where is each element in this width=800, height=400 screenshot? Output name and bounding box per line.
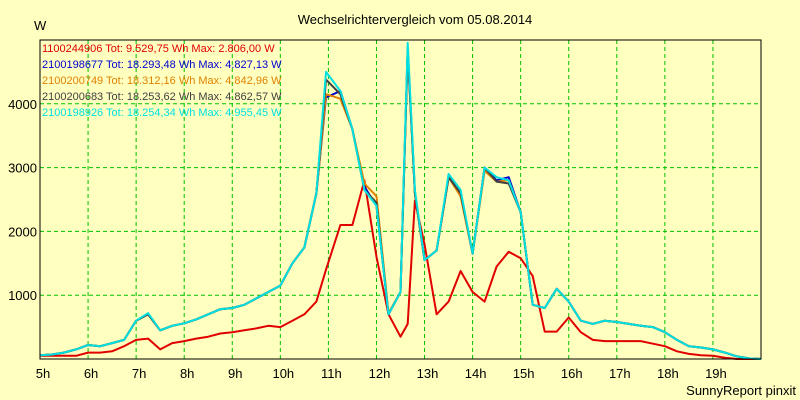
y-tick-label: 2000 — [8, 224, 37, 239]
x-tick-label: 14h — [465, 366, 487, 381]
y-tick-labels: 1000 2000 3000 4000 — [8, 97, 37, 303]
x-tick-label: 15h — [513, 366, 535, 381]
x-tick-label: 19h — [705, 366, 727, 381]
x-tick-label: 18h — [657, 366, 679, 381]
grid — [39, 40, 761, 359]
x-tick-label: 13h — [417, 366, 439, 381]
legend-entry: 1100244906 Tot: 9.529,75 Wh Max: 2.806,0… — [42, 43, 275, 55]
legend: 1100244906 Tot: 9.529,75 Wh Max: 2.806,0… — [42, 43, 282, 119]
x-tick-label: 7h — [132, 366, 146, 381]
y-tick-label: 4000 — [8, 97, 37, 112]
plot-frame — [39, 39, 762, 360]
legend-entry: 2100200683 Tot: 18.253,62 Wh Max: 4.862,… — [42, 91, 282, 103]
legend-entry: 2100198926 Tot: 18.254,34 Wh Max: 4.955,… — [42, 107, 282, 119]
series-lines — [39, 41, 762, 360]
footer-credit: SunnyReport pinxit — [686, 383, 796, 398]
x-tick-label: 10h — [272, 366, 294, 381]
x-tick-label: 8h — [180, 366, 194, 381]
y-axis-label: W — [34, 18, 47, 33]
x-tick-label: 6h — [84, 366, 98, 381]
x-tick-labels: 5h 6h 7h 8h 9h 10h 11h 12h 13h 14h 15h 16h 17h 18h 19h — [36, 366, 727, 381]
series-line-1100244906 — [40, 179, 761, 360]
legend-entry: 2100200749 Tot: 18.312,16 Wh Max: 4.842,… — [42, 75, 282, 87]
series-line-2100198926 — [39, 41, 762, 360]
x-tick-label: 9h — [228, 366, 242, 381]
y-tick-label: 3000 — [8, 161, 37, 176]
x-tick-label: 5h — [36, 366, 50, 381]
legend-entry: 2100198677 Tot: 18.293,48 Wh Max: 4.827,… — [42, 59, 282, 71]
chart-title: Wechselrichtervergleich vom 05.08.2014 — [298, 12, 533, 27]
x-tick-label: 11h — [321, 366, 342, 381]
y-tick-label: 1000 — [8, 288, 37, 303]
x-tick-label: 16h — [561, 366, 583, 381]
x-tick-label: 12h — [369, 366, 391, 381]
x-tick-label: 17h — [609, 366, 631, 381]
